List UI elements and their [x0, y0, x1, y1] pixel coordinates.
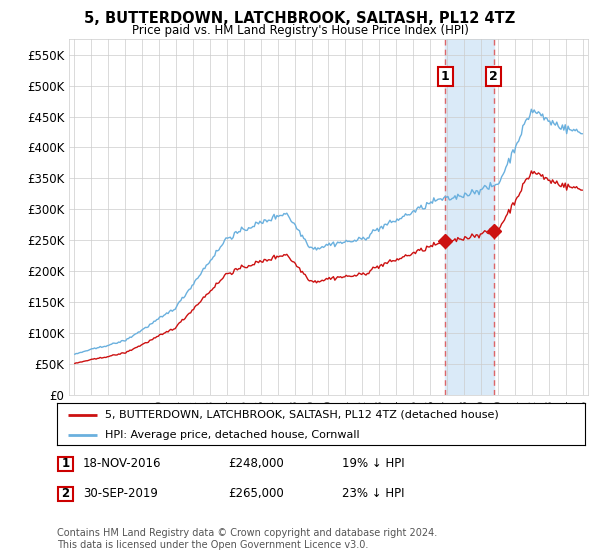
Text: Price paid vs. HM Land Registry's House Price Index (HPI): Price paid vs. HM Land Registry's House …: [131, 24, 469, 36]
FancyBboxPatch shape: [58, 487, 73, 501]
Text: 2: 2: [490, 70, 498, 83]
Text: 19% ↓ HPI: 19% ↓ HPI: [342, 457, 404, 470]
Text: £248,000: £248,000: [228, 457, 284, 470]
Bar: [445, 39, 494, 395]
Text: 2: 2: [61, 487, 70, 501]
Text: 5, BUTTERDOWN, LATCHBROOK, SALTASH, PL12 4TZ: 5, BUTTERDOWN, LATCHBROOK, SALTASH, PL12…: [85, 11, 515, 26]
Text: 5, BUTTERDOWN, LATCHBROOK, SALTASH, PL12 4TZ (detached house): 5, BUTTERDOWN, LATCHBROOK, SALTASH, PL12…: [104, 410, 498, 420]
Text: £265,000: £265,000: [228, 487, 284, 501]
FancyBboxPatch shape: [58, 456, 73, 471]
Text: 23% ↓ HPI: 23% ↓ HPI: [342, 487, 404, 501]
Text: HPI: Average price, detached house, Cornwall: HPI: Average price, detached house, Corn…: [104, 430, 359, 440]
Text: Contains HM Land Registry data © Crown copyright and database right 2024.
This d: Contains HM Land Registry data © Crown c…: [57, 528, 437, 550]
Text: 1: 1: [61, 457, 70, 470]
Text: 30-SEP-2019: 30-SEP-2019: [83, 487, 158, 501]
Text: 1: 1: [441, 70, 449, 83]
Text: 18-NOV-2016: 18-NOV-2016: [83, 457, 161, 470]
